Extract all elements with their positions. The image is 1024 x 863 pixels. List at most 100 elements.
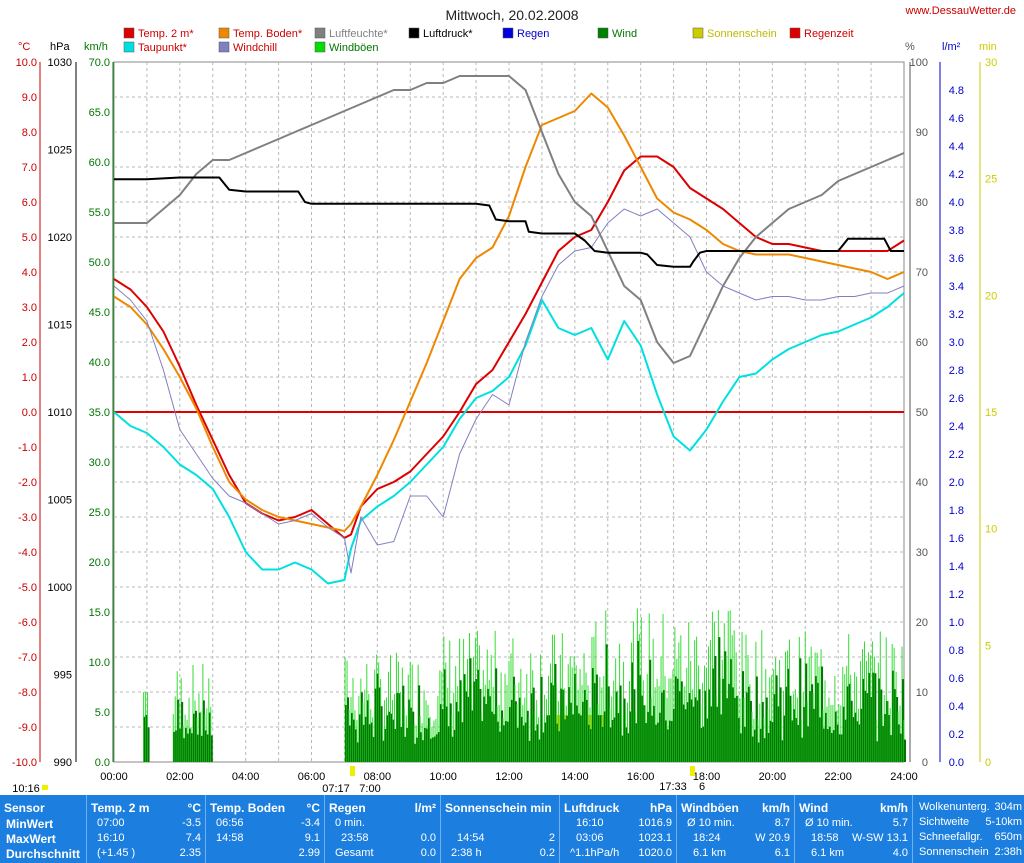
hum-tick-label: 100: [910, 57, 928, 69]
col-boden: Temp. Boden °C 06:56 -3.4 14:58 9.1 2.99: [206, 795, 325, 863]
wind-tick-label: 20.0: [89, 557, 110, 569]
row-label-avg: Durchschnitt: [6, 847, 81, 861]
legend-label: Windchill: [233, 42, 277, 54]
wind-min-val: 5.7: [892, 817, 908, 829]
temp-tick-label: -2.0: [18, 477, 37, 489]
temp-tick-label: 7.0: [22, 162, 37, 174]
col-sonne: Sonnenschein min 14:54 2 2:38 h 0.2: [441, 795, 560, 863]
rain-tick-label: 0.4: [949, 701, 964, 713]
wind-tick-label: 45.0: [89, 307, 110, 319]
x-tick-label: 00:00: [100, 771, 128, 783]
temp-tick-label: -1.0: [18, 442, 37, 454]
legend-label: Temp. 2 m*: [138, 28, 194, 40]
col-extra: Wolkenunterg. 304m Sichtweite 5-10km Schne…: [913, 795, 1024, 863]
temp-tick-label: 6.0: [22, 197, 37, 209]
wind-tick-label: 70.0: [89, 57, 110, 69]
extra-val-0: 304m: [994, 801, 1022, 813]
sun-tick-label: 5: [985, 640, 991, 652]
hdr-boeen: Windböen: [681, 801, 739, 815]
grid: [113, 61, 905, 763]
wind-tick-label: 10.0: [89, 657, 110, 669]
rain-tick-label: 2.6: [949, 393, 964, 405]
axis-unit: l/m²: [942, 41, 961, 53]
regen-max-time: 23:58: [341, 832, 369, 844]
druck-min-time: 16:10: [576, 817, 604, 829]
wind-tick-label: 25.0: [89, 507, 110, 519]
row-label-min: MinWert: [6, 817, 54, 831]
wind-tick-label: 50.0: [89, 257, 110, 269]
hdr-temp-unit: °C: [187, 801, 201, 815]
col-druck: Luftdruck hPa 16:10 1016.9 03:06 1023.1 ^1.…: [560, 795, 677, 863]
sun-tick-label: 10: [985, 524, 997, 536]
axis-unit: km/h: [84, 41, 108, 53]
regen-min-label: 0 min.: [335, 817, 365, 829]
temp-tick-label: 1.0: [22, 372, 37, 384]
sonne-max-time: 14:54: [457, 832, 485, 844]
wind-dist: 6.1 km: [811, 847, 845, 859]
x-tick-label: 02:00: [166, 771, 194, 783]
press-tick-label: 1015: [48, 320, 72, 332]
sun-tick-label: 20: [985, 290, 997, 302]
extra-label-3: Sonnenschein: [919, 846, 989, 858]
sun-tick-label: 15: [985, 407, 997, 419]
sonne-max-val: 2: [548, 832, 555, 844]
x-tick-label: 14:00: [561, 771, 589, 783]
sun-tick-label: 30: [985, 57, 997, 69]
time-marker: 10:16: [12, 783, 40, 795]
hdr-regen: Regen: [329, 801, 366, 815]
sun-marker: [42, 785, 48, 790]
x-tick-label: 16:00: [627, 771, 655, 783]
temp-avg-note: (+1.45 ): [97, 847, 136, 859]
legend-label: Taupunkt*: [138, 42, 188, 54]
rain-tick-label: 0.0: [949, 757, 964, 769]
temp-tick-label: -3.0: [18, 512, 37, 524]
rain-tick-label: 4.0: [949, 197, 964, 209]
time-marker: 6: [699, 781, 705, 793]
rain-tick-label: 2.0: [949, 477, 964, 489]
rain-tick-label: 1.6: [949, 533, 964, 545]
legend-swatch: [408, 27, 420, 39]
hum-tick-label: 80: [916, 197, 928, 209]
x-tick-label: 20:00: [759, 771, 787, 783]
boeen-avg-val: 6.1: [774, 847, 790, 859]
temp-tick-label: -10.0: [12, 757, 37, 769]
temp-tick-label: 9.0: [22, 92, 37, 104]
hdr-druck-unit: hPa: [649, 801, 672, 815]
druck-max-val: 1023.1: [638, 832, 672, 844]
extra-label-2: Schneefallgr.: [919, 831, 983, 843]
col-boeen: Windböen km/h Ø 10 min. 8.7 18:24 W 20.9 6.…: [677, 795, 795, 863]
press-tick-label: 1025: [48, 145, 72, 157]
temp-max-time: 16:10: [97, 832, 125, 844]
press-tick-label: 995: [54, 670, 72, 682]
sun-marker: [350, 766, 355, 776]
temp-tick-label: -6.0: [18, 617, 37, 629]
weather-chart: 10.0 9.0 8.0 7.0 6.0 5.0 4.0 3.0 2.0 1.0 0.0 -1.0 -2…: [12, 5, 1016, 795]
site-url[interactable]: www.DessauWetter.de: [905, 5, 1016, 17]
series-luftfeuchte: [114, 75, 905, 364]
boeen-min-val: 8.7: [774, 817, 790, 829]
time-marker: 07:17: [322, 783, 350, 795]
boeen-dist: 6.1 km: [693, 847, 727, 859]
regen-total-label: Gesamt: [335, 847, 374, 859]
legend-swatch: [123, 41, 135, 53]
temp-tick-label: -8.0: [18, 687, 37, 699]
press-tick-label: 990: [54, 757, 72, 769]
col-regen: Regen l/m² 0 min. 23:58 0.0 Gesamt 0.0: [325, 795, 441, 863]
rain-tick-label: 4.6: [949, 113, 964, 125]
press-tick-label: 1030: [48, 57, 72, 69]
rain-tick-label: 3.6: [949, 253, 964, 265]
rain-tick-label: 3.8: [949, 225, 964, 237]
x-tick-label: 06:00: [298, 771, 326, 783]
temp-tick-label: 5.0: [22, 232, 37, 244]
axes: 10.0 9.0 8.0 7.0 6.0 5.0 4.0 3.0 2.0 1.0 0.0 -1.0 -2…: [12, 41, 997, 795]
boden-min-val: -3.4: [301, 817, 320, 829]
hdr-druck: Luftdruck: [564, 801, 620, 815]
boden-min-time: 06:56: [216, 817, 244, 829]
extra-val-1: 5-10km: [985, 816, 1022, 828]
series-windchill: [113, 208, 905, 574]
legend: Temp. 2 m* Temp. Boden* Luftfeuchte* Luftdr…: [123, 27, 854, 54]
legend-swatch: [218, 27, 230, 39]
temp-tick-label: -9.0: [18, 722, 37, 734]
rain-tick-label: 1.8: [949, 505, 964, 517]
temp-tick-label: 4.0: [22, 267, 37, 279]
